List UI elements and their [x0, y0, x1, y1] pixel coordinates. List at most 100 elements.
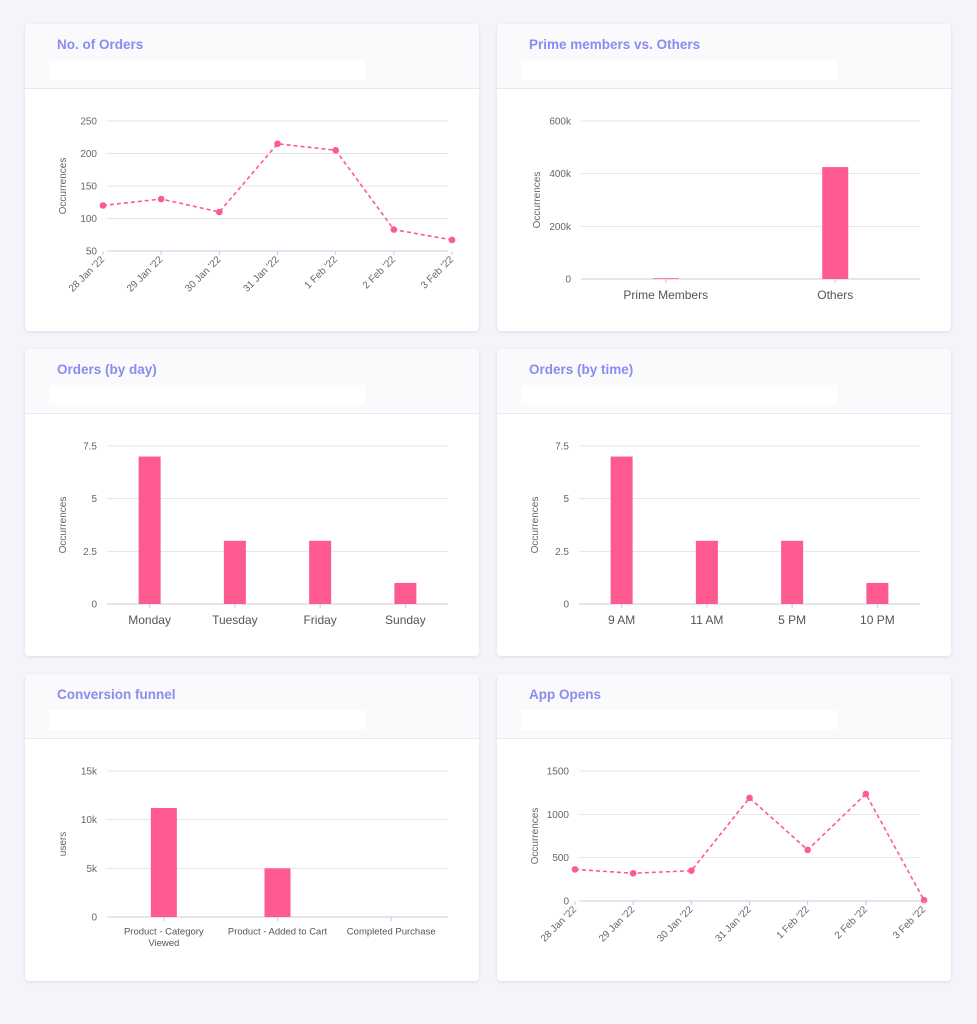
- card-header: Orders (by time): [497, 349, 951, 414]
- y-tick-label: 5: [563, 494, 569, 505]
- data-point: [571, 866, 579, 873]
- x-tick-label: 30 Jan '22: [183, 254, 223, 294]
- x-category-label: Others: [817, 288, 853, 302]
- subtitle-placeholder: [521, 60, 837, 80]
- data-point: [390, 226, 398, 233]
- data-point: [629, 869, 637, 877]
- x-category-label: 11 AM: [690, 613, 723, 627]
- y-tick-label: 600k: [549, 117, 572, 128]
- orders-line-chart: 50 100 150 200 250 Occurrences 28 Jan '22 29 Ja…: [58, 117, 456, 295]
- chart-title: Orders (by day): [57, 362, 157, 377]
- x-category-label: Product - Category: [124, 927, 204, 938]
- y-tick-label: 200k: [549, 222, 572, 233]
- y-tick-label: 0: [563, 600, 569, 611]
- x-tick-label: 29 Jan '22: [125, 254, 165, 294]
- y-axis-label: users: [58, 832, 69, 856]
- y-tick-label: 0: [91, 600, 97, 611]
- series-line: [574, 792, 925, 901]
- x-tick-label: 29 Jan '22: [597, 904, 637, 944]
- data-point: [920, 896, 928, 904]
- y-tick-label: 200: [80, 149, 97, 160]
- x-tick-label: 31 Jan '22: [713, 904, 753, 944]
- y-tick-label: 2.5: [555, 547, 569, 558]
- y-axis-label: Occurrences: [530, 808, 541, 865]
- x-category-label: 10 PM: [860, 613, 895, 627]
- y-tick-label: 2.5: [83, 547, 97, 558]
- x-tick-label: 1 Feb '22: [303, 254, 340, 291]
- x-tick-label: 3 Feb '22: [891, 904, 928, 941]
- x-tick-label: 2 Feb '22: [361, 254, 398, 291]
- x-category-label: Monday: [128, 613, 171, 627]
- data-point: [804, 846, 811, 854]
- by-day-bar-chart: 0 2.5 5 7.5 Occurrences Monday Tuesday Friday Su…: [58, 442, 448, 627]
- prime-bar-chart: 0 200k 400k 600k Occurrences Prime Members Oth…: [532, 117, 920, 302]
- y-tick-label: 500: [552, 853, 569, 864]
- data-point: [274, 140, 281, 148]
- chart-title: Prime members vs. Others: [529, 37, 701, 52]
- data-point: [99, 202, 107, 209]
- data-point: [216, 208, 223, 216]
- y-tick-label: 1500: [547, 767, 570, 778]
- card-header: Orders (by day): [25, 349, 479, 414]
- y-tick-label: 5k: [86, 864, 98, 875]
- app-opens-line-chart: 0 500 1000 1500 Occurrences 28 Jan '22 29 Jan …: [530, 767, 928, 945]
- y-tick-label: 50: [86, 247, 98, 258]
- y-tick-label: 5: [91, 494, 97, 505]
- x-tick-label: 28 Jan '22: [67, 254, 107, 294]
- bar: [264, 868, 291, 917]
- card-orders: No. of Orders 50 100 150 200 250 Occurrences 2…: [25, 24, 479, 331]
- y-axis-label: Occurrences: [58, 158, 69, 215]
- y-tick-label: 7.5: [83, 442, 97, 453]
- card-header: No. of Orders: [25, 24, 479, 89]
- data-point: [448, 236, 456, 244]
- bar: [150, 807, 177, 917]
- x-tick-label: 28 Jan '22: [539, 904, 579, 944]
- x-category-label: Prime Members: [623, 288, 708, 302]
- bar: [652, 278, 679, 279]
- y-tick-label: 15k: [81, 767, 98, 778]
- y-axis-label: Occurrences: [530, 497, 541, 554]
- bar: [866, 582, 889, 604]
- chart-title: App Opens: [529, 687, 602, 702]
- data-point: [157, 195, 165, 203]
- y-tick-label: 0: [91, 913, 97, 924]
- x-tick-label: 3 Feb '22: [419, 254, 456, 291]
- data-point: [332, 146, 339, 154]
- bar: [309, 540, 332, 604]
- data-point: [862, 790, 870, 798]
- x-tick-label: 1 Feb '22: [775, 904, 812, 941]
- x-category-label: Tuesday: [212, 613, 258, 627]
- x-category-label: 9 AM: [608, 613, 635, 627]
- x-category-label: Sunday: [385, 613, 426, 627]
- card-orders-by-day: Orders (by day) 0 2.5 5 7.5 Occurrences Monda…: [25, 349, 479, 656]
- bar: [695, 540, 718, 604]
- x-category-label: Completed Purchase: [347, 927, 436, 938]
- by-time-bar-chart: 0 2.5 5 7.5 Occurrences 9 AM 11 AM 5 PM 10 PM: [530, 442, 920, 627]
- bar: [223, 540, 246, 604]
- x-category-label: 5 PM: [778, 613, 806, 627]
- chart-title: No. of Orders: [57, 37, 144, 52]
- card-prime-vs-others: Prime members vs. Others 0 200k 400k 600k Oc…: [497, 24, 951, 331]
- y-tick-label: 1000: [547, 810, 570, 821]
- chart-title: Orders (by time): [529, 362, 634, 377]
- card-header: Conversion funnel: [25, 674, 479, 739]
- y-tick-label: 100: [80, 214, 97, 225]
- y-tick-label: 10k: [81, 815, 98, 826]
- card-app-opens: App Opens 0 500 1000 1500 Occurrences 28 Jan …: [497, 674, 951, 981]
- subtitle-placeholder: [521, 710, 837, 730]
- x-category-label: Friday: [303, 613, 336, 627]
- card-orders-by-time: Orders (by time) 0 2.5 5 7.5 Occurrences 9 AM…: [497, 349, 951, 656]
- subtitle-placeholder: [49, 60, 365, 80]
- y-tick-label: 400k: [549, 169, 572, 180]
- y-tick-label: 150: [80, 182, 97, 193]
- y-axis-label: Occurrences: [58, 497, 69, 554]
- x-tick-label: 2 Feb '22: [833, 904, 870, 941]
- subtitle-placeholder: [49, 385, 365, 405]
- y-tick-label: 0: [565, 275, 571, 286]
- data-point: [688, 867, 695, 874]
- y-tick-label: 0: [563, 897, 569, 908]
- subtitle-placeholder: [49, 710, 365, 730]
- x-category-label: Product - Added to Cart: [228, 927, 328, 938]
- y-axis-label: Occurrences: [532, 172, 543, 229]
- x-tick-label: 31 Jan '22: [241, 254, 281, 294]
